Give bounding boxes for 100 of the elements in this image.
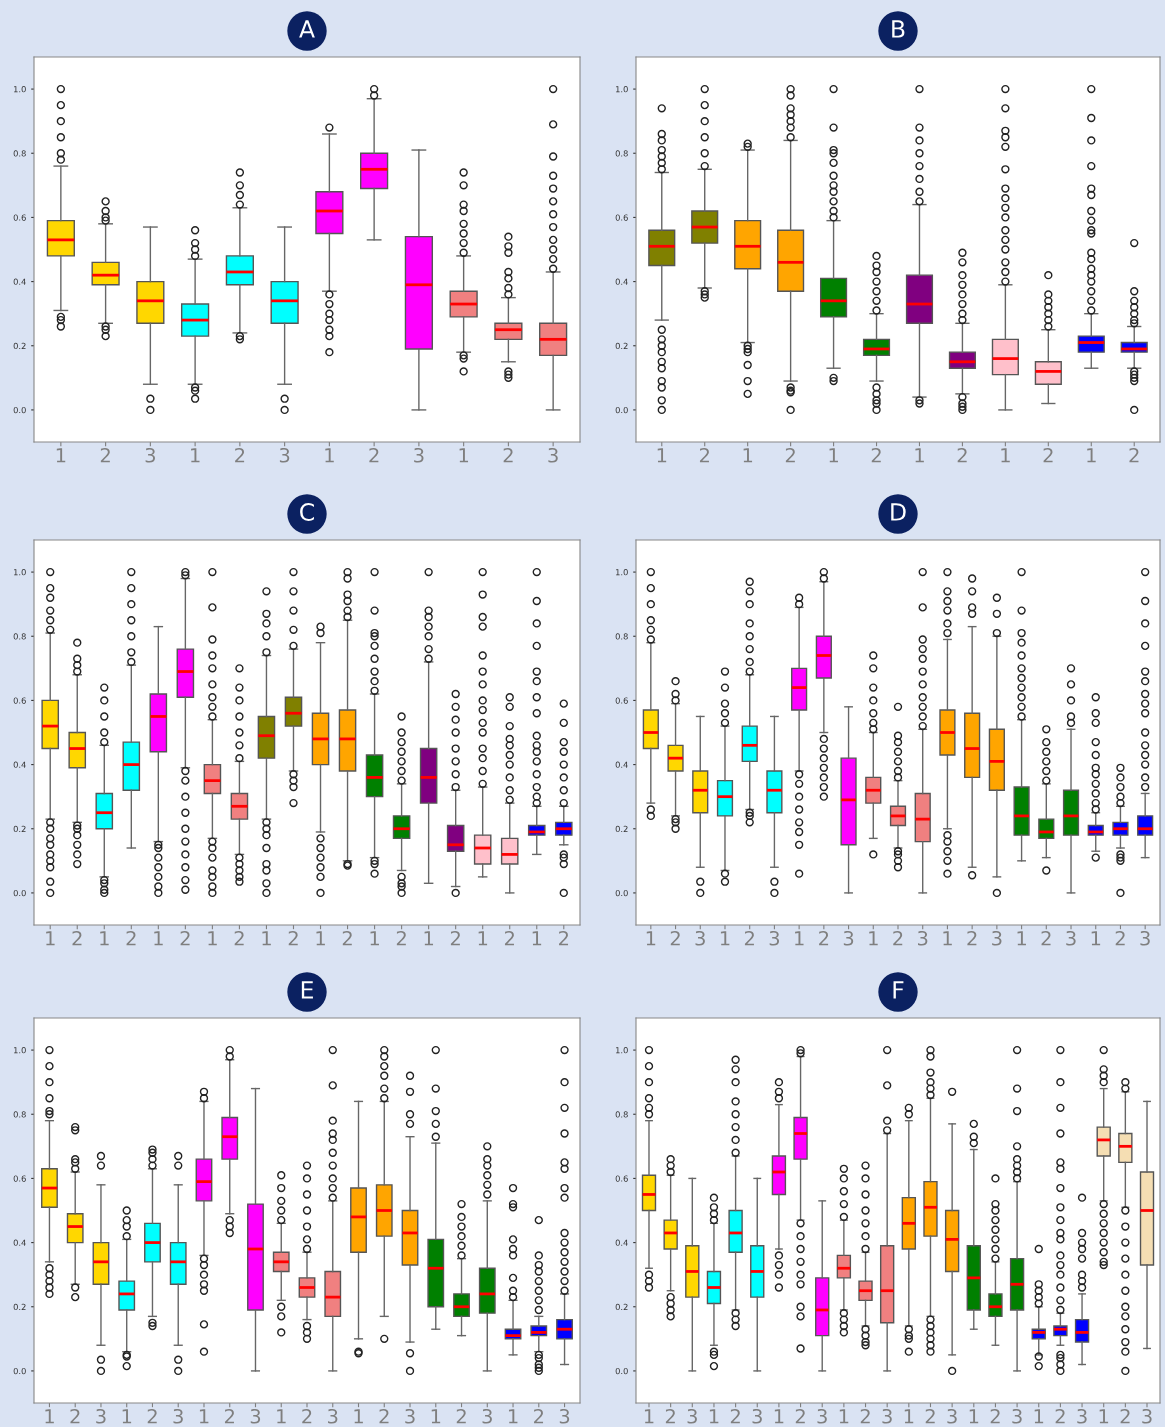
x-tick-label: 1 xyxy=(869,931,878,946)
x-tick-label: 1 xyxy=(1001,448,1010,463)
x-tick-label: 1 xyxy=(1017,931,1026,946)
x-tick-label: 3 xyxy=(769,930,780,946)
x-tick-label: 1 xyxy=(532,931,542,946)
y-tick-label: 0.6 xyxy=(615,697,628,704)
y-tick-label: 0.2 xyxy=(13,342,26,350)
x-tick-label: 2 xyxy=(871,447,881,463)
y-tick-label: 0.8 xyxy=(13,633,26,640)
x-tick-label: 2 xyxy=(450,930,460,946)
x-tick-label: 2 xyxy=(665,1408,675,1424)
x-tick-label: 3 xyxy=(482,1408,492,1424)
y-tick-label: 0.4 xyxy=(615,1239,628,1246)
x-tick-label: 3 xyxy=(96,1408,106,1424)
x-tick-label: 1 xyxy=(646,931,656,946)
x-tick-label: 2 xyxy=(785,447,795,463)
x-tick-label: 2 xyxy=(670,930,680,946)
chart-title: A xyxy=(299,20,315,38)
x-tick-label: 1 xyxy=(743,448,753,463)
x-tick-label: 2 xyxy=(456,1408,466,1424)
x-tick-label: 2 xyxy=(235,447,245,463)
x-tick-label: 2 xyxy=(893,930,903,946)
x-tick-label: 2 xyxy=(534,1408,544,1424)
x-tick-label: 2 xyxy=(1043,447,1053,463)
x-tick-label: 2 xyxy=(1115,930,1125,946)
y-tick-label: 0.6 xyxy=(13,1175,26,1182)
y-tick-label: 0.8 xyxy=(615,1111,628,1118)
x-tick-label: 3 xyxy=(328,1408,338,1424)
chart-title: F xyxy=(893,981,904,999)
x-tick-label: 1 xyxy=(100,931,109,946)
y-tick-label: 0.0 xyxy=(13,889,26,897)
x-tick-label: 2 xyxy=(224,1408,234,1424)
y-tick-label: 0.2 xyxy=(615,825,628,833)
x-tick-label: 2 xyxy=(126,930,136,946)
x-tick-label: 3 xyxy=(843,930,854,946)
x-tick-label: 2 xyxy=(504,930,514,946)
x-tick-label: 1 xyxy=(431,1409,441,1424)
x-tick-label: 3 xyxy=(882,1408,892,1424)
x-tick-label: 3 xyxy=(918,930,928,946)
y-tick-label: 0.8 xyxy=(615,150,628,157)
x-tick-label: 3 xyxy=(1140,930,1150,946)
x-tick-label: 1 xyxy=(46,931,55,946)
x-tick-label: 1 xyxy=(354,1409,363,1424)
x-tick-label: 1 xyxy=(478,931,488,946)
x-tick-label: 2 xyxy=(860,1408,870,1424)
x-tick-label: 2 xyxy=(699,447,709,463)
x-tick-label: 3 xyxy=(414,447,424,463)
chart-title: B xyxy=(892,20,905,38)
y-tick-label: 1.0 xyxy=(616,86,628,93)
x-tick-label: 2 xyxy=(288,930,298,946)
x-tick-label: 1 xyxy=(277,1409,286,1424)
x-tick-label: 2 xyxy=(369,447,379,463)
x-tick-label: 2 xyxy=(396,930,406,946)
x-tick-label: 1 xyxy=(316,931,325,946)
y-tick-label: 0.4 xyxy=(13,1239,26,1246)
x-tick-label: 3 xyxy=(947,1408,957,1424)
x-tick-label: 3 xyxy=(687,1408,697,1424)
y-tick-label: 0.2 xyxy=(615,342,628,350)
chart-title: D xyxy=(891,503,906,521)
y-tick-label: 0.0 xyxy=(13,1367,26,1375)
x-tick-label: 2 xyxy=(70,1408,80,1424)
x-tick-label: 3 xyxy=(695,930,705,946)
chart-title: E xyxy=(301,981,313,999)
x-tick-label: 1 xyxy=(1099,1409,1109,1424)
x-tick-label: 1 xyxy=(943,931,952,946)
x-tick-label: 1 xyxy=(370,931,379,946)
x-tick-label: 1 xyxy=(122,1409,132,1424)
x-tick-label: 1 xyxy=(1091,931,1101,946)
x-tick-label: 1 xyxy=(709,1409,719,1424)
x-tick-label: 1 xyxy=(1034,1409,1044,1424)
y-tick-label: 0.0 xyxy=(13,406,26,414)
x-tick-label: 1 xyxy=(208,931,217,946)
x-tick-label: 3 xyxy=(992,930,1002,946)
x-tick-label: 2 xyxy=(925,1408,935,1424)
x-tick-label: 1 xyxy=(154,931,163,946)
x-tick-label: 1 xyxy=(508,1409,518,1424)
x-tick-label: 2 xyxy=(1055,1408,1065,1424)
x-tick-label: 3 xyxy=(1066,930,1076,946)
x-tick-label: 2 xyxy=(234,930,244,946)
x-tick-label: 2 xyxy=(72,930,82,946)
x-tick-label: 1 xyxy=(56,448,66,463)
x-tick-label: 3 xyxy=(1012,1408,1022,1424)
y-tick-label: 0.4 xyxy=(13,278,26,285)
x-tick-label: 1 xyxy=(904,1409,914,1424)
y-tick-label: 1.0 xyxy=(616,569,628,576)
x-tick-label: 2 xyxy=(730,1408,740,1424)
x-tick-label: 3 xyxy=(1142,1408,1152,1424)
x-tick-label: 3 xyxy=(559,1408,570,1424)
x-tick-label: 1 xyxy=(795,931,804,946)
x-tick-label: 1 xyxy=(191,448,200,463)
x-tick-label: 2 xyxy=(819,930,829,946)
x-tick-label: 2 xyxy=(302,1408,312,1424)
y-tick-label: 0.6 xyxy=(13,214,26,221)
x-tick-label: 2 xyxy=(379,1408,389,1424)
x-tick-label: 1 xyxy=(829,448,838,463)
x-tick-label: 1 xyxy=(262,931,271,946)
y-tick-label: 0.2 xyxy=(13,1303,26,1311)
x-tick-label: 3 xyxy=(173,1408,183,1424)
y-tick-label: 1.0 xyxy=(14,569,26,576)
x-tick-label: 1 xyxy=(1087,448,1096,463)
